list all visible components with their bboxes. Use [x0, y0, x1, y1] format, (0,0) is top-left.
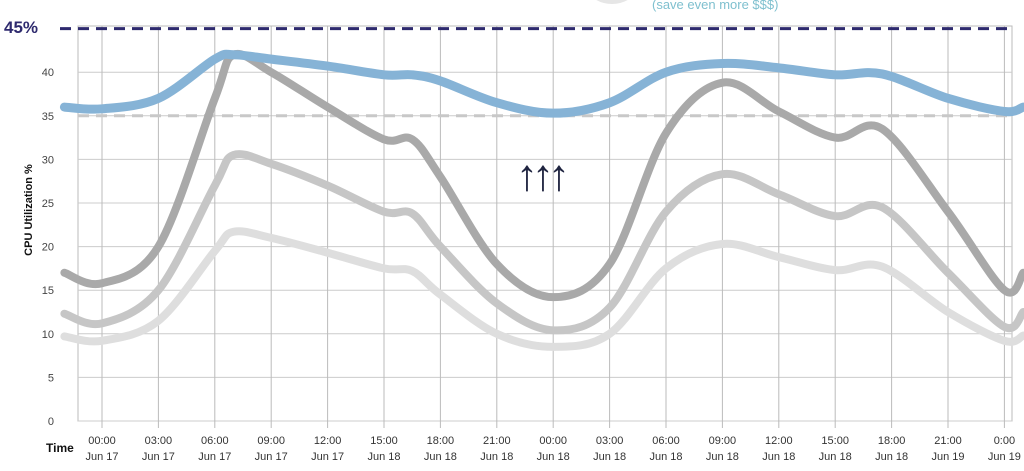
series-line-3 — [60, 227, 1024, 351]
x-tick-time: 09:00 — [709, 435, 737, 447]
x-axis-label: Time — [46, 441, 74, 455]
x-tick-time: 03:00 — [145, 435, 173, 447]
series-lines — [59, 49, 1024, 351]
y-tick-label: 10 — [42, 329, 54, 341]
y-tick-label: 20 — [42, 242, 54, 254]
y-axis-ticks: 0 5 10 15 20 25 30 35 40 — [42, 67, 54, 428]
x-tick-time: 12:00 — [765, 435, 793, 447]
y-tick-label: 5 — [48, 372, 54, 384]
x-tick-date: Jun 17 — [311, 451, 344, 463]
x-tick-date: Jun 18 — [480, 451, 513, 463]
x-tick-time: 15:00 — [370, 435, 398, 447]
y-tick-label: 40 — [42, 67, 54, 79]
x-tick-time: 06:00 — [201, 435, 229, 447]
series-line-1 — [60, 49, 1024, 302]
x-tick-date: Jun 18 — [367, 451, 400, 463]
y-tick-label: 30 — [42, 154, 54, 166]
x-tick-date: Jun 18 — [649, 451, 682, 463]
x-tick-time: 21:00 — [483, 435, 511, 447]
x-tick-date: Jun 17 — [85, 451, 118, 463]
annotation-text: (save even more $$$) — [652, 0, 778, 12]
x-tick-date: Jun 19 — [988, 451, 1021, 463]
y-tick-label: 0 — [48, 416, 54, 428]
y-tick-label: 25 — [42, 198, 54, 210]
x-tick-time: 18:00 — [878, 435, 906, 447]
ref-label-45: 45% — [4, 18, 38, 37]
x-tick-date: Jun 18 — [762, 451, 795, 463]
x-tick-time: 21:00 — [934, 435, 962, 447]
x-tick-time: 00:00 — [88, 435, 116, 447]
x-tick-date: Jun 18 — [706, 451, 739, 463]
x-tick-time: 06:00 — [652, 435, 680, 447]
series-line-2 — [60, 150, 1024, 335]
series-line-0 — [59, 49, 1024, 118]
decorative-circle — [596, 0, 628, 4]
x-tick-date: Jun 17 — [142, 451, 175, 463]
x-tick-date: Jun 17 — [198, 451, 231, 463]
x-tick-time: 09:00 — [257, 435, 285, 447]
y-tick-label: 15 — [42, 285, 54, 297]
up-arrows: ↑↑↑ — [516, 151, 565, 200]
x-tick-date: Jun 19 — [931, 451, 964, 463]
x-tick-time: 18:00 — [427, 435, 455, 447]
x-tick-time: 15:00 — [821, 435, 849, 447]
x-axis-ticks: 00:00 Jun 17 03:00 Jun 17 06:00 Jun 17 09:00 Ju… — [85, 435, 1020, 463]
x-tick-date: Jun 18 — [875, 451, 908, 463]
x-tick-time: 03:00 — [596, 435, 624, 447]
y-axis-label: CPU Utilization % — [23, 164, 35, 256]
x-tick-date: Jun 18 — [593, 451, 626, 463]
x-tick-date: Jun 18 — [819, 451, 852, 463]
x-tick-time: 00:00 — [539, 435, 567, 447]
reference-lines — [60, 27, 1012, 118]
x-tick-time: 0:00 — [994, 435, 1015, 447]
x-tick-date: Jun 18 — [424, 451, 457, 463]
x-tick-date: Jun 18 — [537, 451, 570, 463]
x-tick-date: Jun 17 — [255, 451, 288, 463]
x-tick-time: 12:00 — [314, 435, 342, 447]
y-tick-label: 35 — [42, 111, 54, 123]
